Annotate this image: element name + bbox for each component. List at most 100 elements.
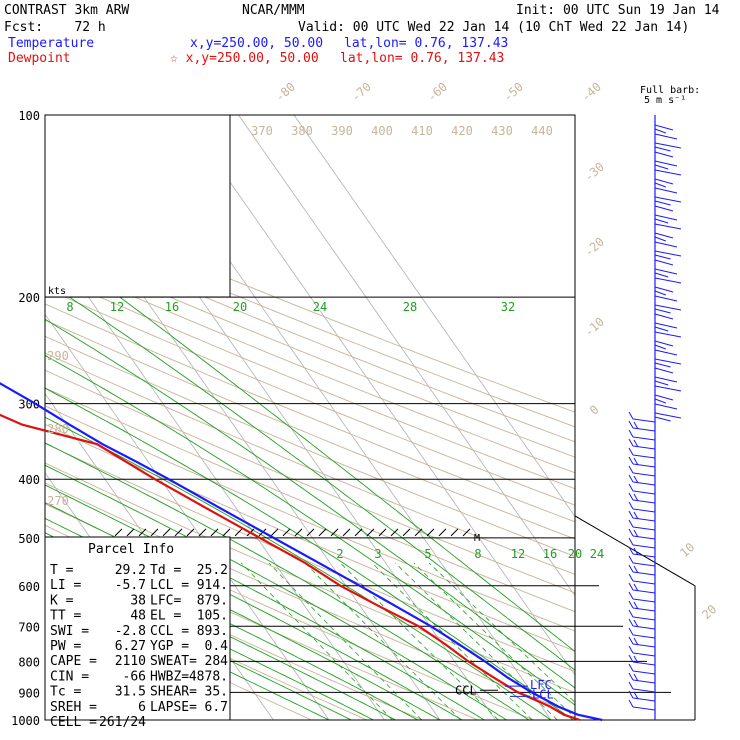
- barb-flag: [654, 250, 682, 257]
- barb-flag: [633, 529, 639, 538]
- mixing-ratio-label: 12: [511, 547, 525, 561]
- parcel-value: 38: [130, 593, 146, 608]
- barb-flag: [654, 128, 666, 134]
- hatch-mark: [222, 528, 231, 537]
- barb-flag: [632, 472, 656, 477]
- theta-label: 280: [47, 422, 69, 436]
- parcel-key: HWBZ=: [150, 669, 189, 684]
- barb-flag: [654, 187, 678, 194]
- wind-barb: [654, 268, 678, 278]
- barb-flag: [633, 691, 639, 700]
- parcel-info-title: Parcel Info: [88, 542, 174, 557]
- parcel-key: T =: [50, 563, 74, 578]
- barb-flag: [632, 418, 656, 423]
- barb-flag: [654, 182, 666, 188]
- theta-label: 370: [251, 124, 273, 138]
- wind-barb: [628, 636, 656, 648]
- barb-flag: [632, 688, 656, 693]
- hatch-mark: [450, 528, 459, 537]
- mixing-ratio-line: [340, 562, 499, 720]
- theta-label: 440: [531, 124, 553, 138]
- wind-barb: [654, 214, 678, 224]
- theta-label: 290: [47, 349, 69, 363]
- barb-flag: [654, 205, 674, 212]
- barb-flag: [654, 178, 674, 185]
- barb-flag: [654, 169, 682, 176]
- hatch-mark: [390, 528, 399, 537]
- hatch-mark: [330, 528, 339, 537]
- pressure-tick-label: 600: [18, 580, 40, 594]
- wind-barb: [654, 160, 678, 170]
- m-label: M: [474, 533, 480, 544]
- wind-barb: [654, 277, 682, 284]
- wind-barb: [654, 385, 682, 392]
- barb-flag: [632, 535, 656, 540]
- barb-flag: [632, 670, 656, 675]
- wind-barb: [654, 205, 674, 212]
- parcel-value: 6: [138, 700, 146, 715]
- hatch-mark: [126, 528, 135, 537]
- wind-barb-title: Full barb:: [640, 85, 700, 96]
- hatch-mark: [138, 528, 147, 537]
- wind-barb: [654, 232, 674, 242]
- dry-adiabat: [45, 228, 575, 443]
- mixing-ratio-line: [413, 562, 575, 719]
- barb-flag: [628, 636, 634, 645]
- barb-flag: [654, 254, 671, 260]
- barb-flag: [654, 295, 678, 302]
- parcel-key: Tc =: [50, 685, 81, 700]
- parcel-value: 893.: [197, 624, 228, 639]
- wind-barb: [628, 411, 656, 423]
- wind-barb: [628, 420, 656, 432]
- wind-barb: [654, 133, 678, 140]
- barb-flag: [628, 690, 634, 699]
- theta-label: 270: [47, 494, 69, 508]
- pressure-tick-label: 900: [18, 686, 40, 700]
- wind-barb: [654, 313, 674, 320]
- barb-flag: [632, 463, 656, 468]
- barb-flag: [628, 528, 634, 537]
- barb-flag: [632, 625, 656, 630]
- pressure-tick-label: 100: [18, 109, 40, 123]
- wind-barb: [628, 456, 656, 468]
- parcel-key: TT =: [50, 609, 81, 624]
- barb-flag: [654, 196, 682, 203]
- isotherm-line: [45, 234, 385, 720]
- barb-flag: [654, 304, 682, 311]
- barb-flag: [633, 565, 639, 574]
- barb-flag: [628, 699, 634, 708]
- barb-flag: [628, 663, 634, 672]
- wind-barb: [628, 519, 656, 531]
- barb-flag: [654, 344, 666, 350]
- barb-flag: [632, 517, 656, 522]
- mixing-ratio-label: 8: [474, 547, 481, 561]
- barb-flag: [633, 493, 639, 502]
- wind-barb: [628, 591, 656, 603]
- wind-barb: [628, 564, 656, 576]
- mixing-ratio-label: 5: [424, 547, 431, 561]
- barb-flag: [633, 601, 639, 610]
- isotherm-line: [182, 115, 575, 676]
- barb-flag: [654, 151, 674, 158]
- barb-flag: [654, 358, 682, 365]
- hatch-mark: [402, 528, 411, 537]
- thetae-label: 32: [501, 300, 515, 314]
- parcel-value: 105.: [197, 609, 228, 624]
- barb-flag: [628, 447, 634, 456]
- wind-barb: [654, 286, 674, 296]
- isotherm-label: -10: [582, 315, 607, 340]
- barb-flag: [628, 492, 634, 501]
- barb-flag: [628, 510, 634, 519]
- wind-barb: [628, 528, 656, 540]
- wind-barb: [654, 151, 674, 158]
- theta-label: 380: [291, 124, 313, 138]
- isotherm-label: -60: [425, 80, 450, 105]
- wind-barb: [628, 555, 656, 567]
- mixing-ratio-label: 16: [543, 547, 557, 561]
- wind-barb: [628, 483, 656, 495]
- pressure-tick-label: 300: [18, 398, 40, 412]
- wind-barb: [654, 358, 682, 368]
- dewpoint-xy: ☆ x,y=250.00, 50.00: [170, 51, 319, 66]
- mixing-ratio-line: [268, 562, 423, 720]
- wind-barb: [628, 474, 656, 486]
